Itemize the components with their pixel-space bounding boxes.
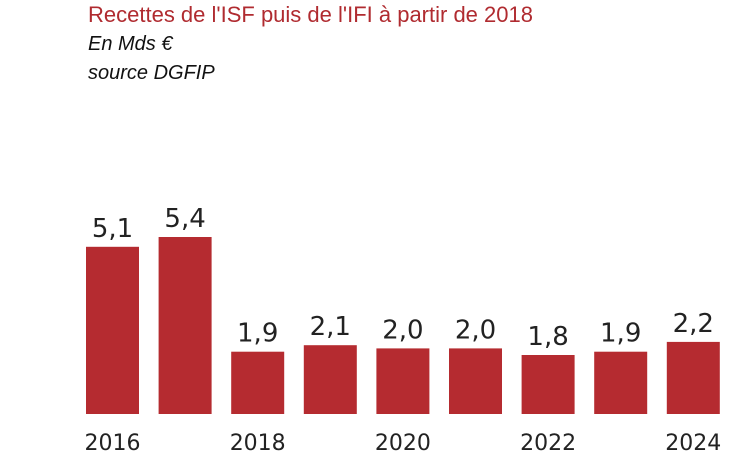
bar-2017: [158, 237, 212, 414]
bar-2024: [666, 341, 720, 414]
value-label-2021: 2,0: [455, 315, 496, 345]
value-label-2016: 5,1: [92, 214, 133, 244]
bar-2021: [449, 348, 502, 414]
value-label-2017: 5,4: [164, 204, 205, 234]
bar-2020: [376, 348, 430, 414]
x-tick-2024: 2024: [665, 431, 721, 456]
chart-title: Recettes de l'ISF puis de l'IFI à partir…: [88, 2, 533, 27]
bar-2023: [594, 351, 648, 414]
chart-subtitle-source: source DGFIP: [88, 62, 215, 84]
bar-2019: [303, 345, 357, 414]
value-label-2018: 1,9: [237, 319, 278, 349]
chart-subtitle-unit: En Mds €: [88, 33, 173, 55]
value-label-2023: 1,9: [600, 319, 641, 349]
x-tick-2022: 2022: [520, 431, 576, 456]
value-label-2020: 2,0: [382, 315, 423, 345]
bar-2016: [86, 246, 139, 414]
x-tick-2016: 2016: [85, 431, 141, 456]
bar-2018: [231, 351, 285, 414]
value-label-2022: 1,8: [527, 322, 568, 352]
value-label-2024: 2,2: [673, 309, 714, 339]
bar-2022: [521, 355, 575, 414]
x-tick-2020: 2020: [375, 431, 431, 456]
x-tick-2018: 2018: [230, 431, 286, 456]
value-label-2019: 2,1: [310, 312, 351, 342]
